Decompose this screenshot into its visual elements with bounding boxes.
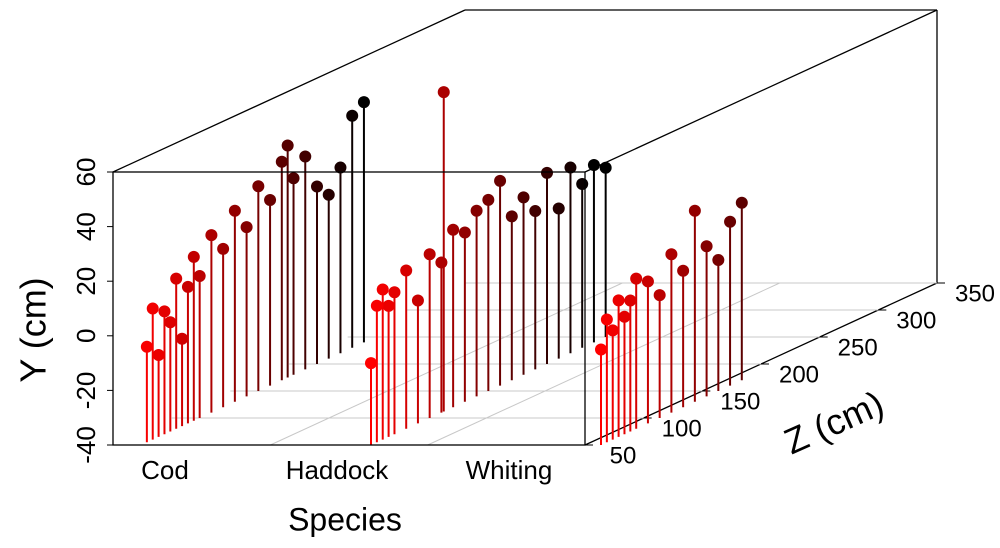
stem-head <box>311 180 323 193</box>
z-tick-label: 100 <box>662 415 702 442</box>
stem-head <box>164 316 177 329</box>
stem-head <box>205 229 218 242</box>
stem-head <box>606 324 619 337</box>
stem-head <box>365 357 377 370</box>
z-tick-label: 50 <box>610 442 637 469</box>
stem-head <box>437 86 450 99</box>
stem-head <box>217 242 230 255</box>
stem-head <box>346 109 359 122</box>
stem-head <box>228 204 241 217</box>
stem-head <box>376 283 389 296</box>
stem-head <box>517 191 530 204</box>
stem-head <box>447 223 460 236</box>
stem-head <box>152 349 165 361</box>
x-tick-label: Cod <box>141 455 189 485</box>
stem-head <box>158 305 171 318</box>
floor-divider <box>427 282 780 446</box>
y-tick-label: -20 <box>71 372 101 410</box>
box-front <box>112 171 586 446</box>
x-tick-label: Haddock <box>286 455 390 485</box>
z-tick-label: 150 <box>720 388 760 415</box>
stem-head <box>529 205 542 218</box>
stem-head <box>275 155 288 168</box>
stem-head <box>400 264 413 277</box>
stem-head <box>240 221 253 234</box>
stem-head <box>712 253 725 266</box>
stem-head <box>587 158 600 171</box>
stem-head <box>181 280 194 293</box>
z-tick-label: 350 <box>955 280 995 307</box>
stem-head <box>688 204 701 217</box>
stem-head <box>470 204 483 217</box>
z-tick-label: 300 <box>896 307 936 334</box>
stem-head <box>187 250 200 263</box>
stem-head <box>630 272 643 285</box>
stem-head <box>411 294 424 307</box>
stem-head <box>140 340 153 353</box>
y-tick-label: 60 <box>71 158 101 187</box>
stem-head <box>382 299 395 312</box>
stem-head <box>599 161 612 174</box>
y-tick-label: -40 <box>71 426 101 464</box>
z-tick-label: 250 <box>838 334 878 361</box>
stem-head <box>388 286 401 299</box>
stem-head <box>264 193 277 206</box>
stem-head <box>576 178 589 190</box>
stem-head <box>735 196 748 209</box>
stem-head <box>287 172 300 185</box>
stem-head <box>564 161 577 174</box>
stem-head <box>595 343 607 356</box>
y-tick-label: 0 <box>71 329 101 343</box>
stem-head <box>252 180 265 193</box>
stem-head <box>435 256 448 269</box>
stem-head <box>193 270 206 283</box>
z-axis-label: Z (cm) <box>778 382 890 462</box>
stem-head <box>700 240 713 253</box>
stem-head <box>677 264 690 277</box>
stem-head <box>505 210 518 223</box>
stem-head <box>482 193 495 206</box>
stem-head <box>612 294 625 307</box>
y-tick-label: 40 <box>71 212 101 241</box>
stem-head <box>494 174 507 187</box>
floor-divider <box>270 282 623 446</box>
z-tick-label: 200 <box>779 361 819 388</box>
y-axis-label: Y (cm) <box>13 277 54 382</box>
stem-head <box>146 302 159 315</box>
stem-head <box>458 226 471 239</box>
stem-head <box>724 215 737 228</box>
stem-head <box>170 272 183 285</box>
box-edge <box>112 9 466 173</box>
stem-head <box>299 150 312 163</box>
stem-head <box>552 202 565 215</box>
stem-head <box>665 248 678 261</box>
x-tick-label: Whiting <box>466 455 553 485</box>
stem-head <box>423 248 436 261</box>
stem-head <box>322 188 335 201</box>
stem-head <box>281 139 294 152</box>
stem-head <box>618 310 631 323</box>
stem-head <box>176 332 189 345</box>
box-edge <box>584 9 938 173</box>
y-tick-label: 20 <box>71 267 101 296</box>
stem-head <box>334 161 347 174</box>
stem-head <box>624 294 637 307</box>
stem-head <box>641 275 654 288</box>
stem-head <box>370 299 383 312</box>
stem-head <box>357 96 370 109</box>
stem-head <box>653 289 666 302</box>
stem-head <box>600 313 613 326</box>
x-axis-label: Species <box>288 501 402 537</box>
stem-head <box>541 166 553 179</box>
